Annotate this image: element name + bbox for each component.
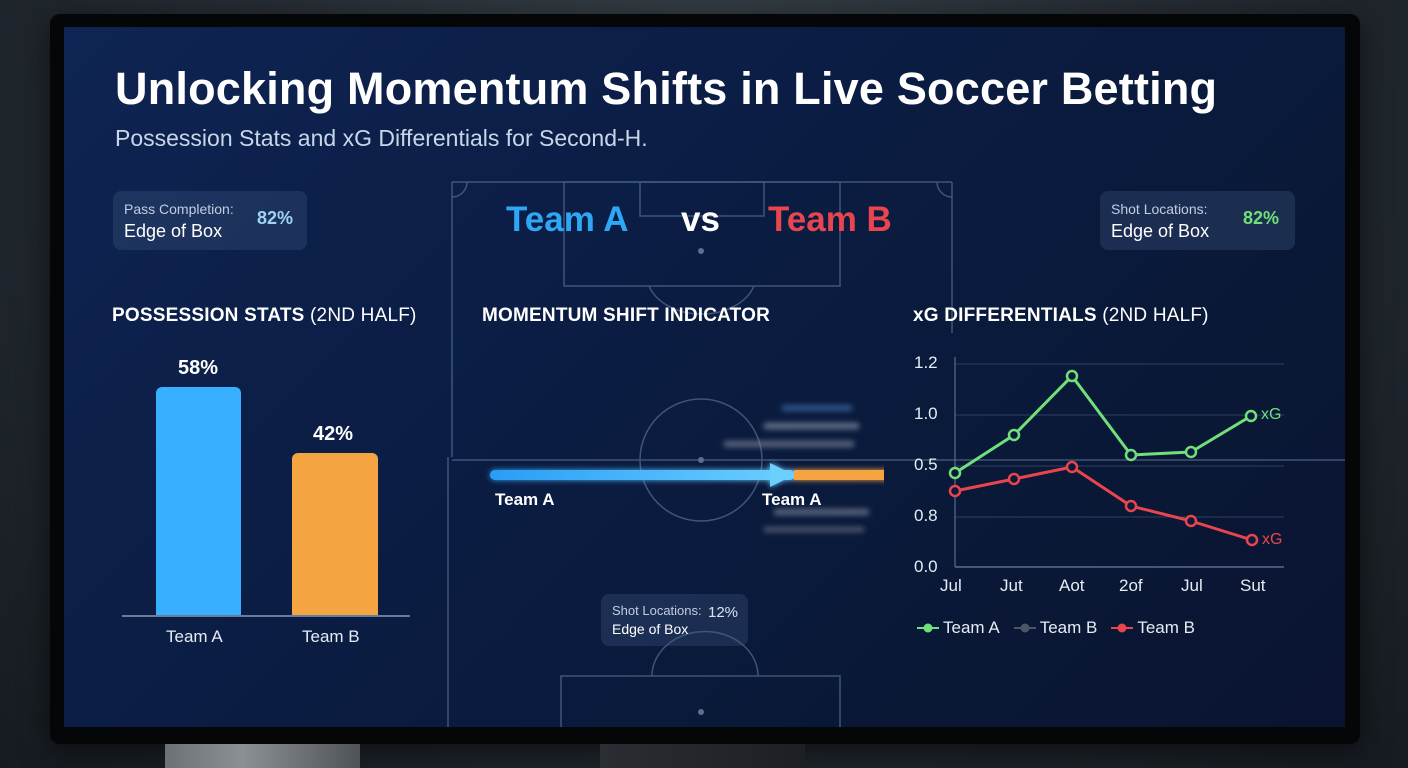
page-title: Unlocking Momentum Shifts in Live Soccer… [115, 63, 1218, 114]
legend-label-team-a: Team A [943, 618, 1000, 637]
team-a-name: Team A [506, 200, 629, 239]
xg-title-suffix: (2ND HALF) [1102, 305, 1209, 326]
possession-xlabel-team-b: Team B [302, 627, 360, 646]
shot-locations-bottom-label: Shot Locations: [612, 603, 702, 618]
legend-label-team-b-red: Team B [1137, 618, 1195, 637]
team-b-name: Team B [768, 200, 892, 239]
xg-xtick-1: Jul [940, 576, 962, 595]
xg-green-end-label: xG [1261, 406, 1282, 423]
legend-marker-red-icon [1111, 623, 1134, 633]
possession-title-main: POSSESSION STATS [112, 305, 305, 326]
shot-locations-card: Shot Locations: Edge of Box 82% [1100, 191, 1295, 250]
dashboard-screen: Unlocking Momentum Shifts in Live Soccer… [64, 27, 1345, 727]
page-subtitle: Possession Stats and xG Differentials fo… [115, 125, 648, 151]
legend-label-team-b-gray: Team B [1039, 618, 1098, 637]
team-b-bar-value: 42% [313, 423, 354, 445]
monitor-stand-base [600, 744, 805, 768]
xg-ytick-4: 0.8 [914, 506, 938, 525]
xg-xtick-3: Aot [1059, 576, 1085, 595]
pass-completion-value: Edge of Box [124, 221, 223, 241]
xg-red-end-label: xG [1262, 531, 1283, 548]
legend-marker-gray-icon [1013, 623, 1036, 633]
legend-marker-green-icon [917, 623, 939, 633]
xg-ytick-1: 1.2 [914, 353, 938, 372]
pass-completion-pct: 82% [257, 208, 294, 228]
xg-ytick-3: 0.5 [914, 455, 938, 474]
legend-item-team-a: Team A [917, 618, 1000, 638]
xg-differentials-title: xG DIFFERENTIALS (2ND HALF) [913, 305, 1209, 327]
shot-locations-bottom-card: Shot Locations: Edge of Box 12% [601, 594, 748, 646]
possession-title-suffix: (2ND HALF) [310, 305, 417, 326]
pass-completion-card: Pass Completion: Edge of Box 82% [113, 191, 307, 250]
xg-ytick-2: 1.0 [914, 404, 938, 423]
xg-title-main: xG DIFFERENTIALS [913, 305, 1097, 326]
xg-line-chart [948, 357, 1284, 568]
legend-item-team-b-red: Team B [1111, 618, 1195, 638]
soccer-pitch-lines [447, 181, 1345, 727]
shot-locations-bottom-value: Edge of Box [612, 621, 689, 637]
momentum-arrow-graphic [490, 405, 884, 532]
team-a-bar-value: 58% [178, 357, 219, 379]
possession-stats-title: POSSESSION STATS (2ND HALF) [112, 305, 417, 327]
xg-xtick-2: Jut [1000, 576, 1023, 595]
team-a-possession-bar [156, 387, 241, 616]
xg-xtick-4: 2of [1119, 576, 1143, 595]
xg-ytick-5: 0.0 [914, 557, 938, 576]
shot-locations-bottom-pct: 12% [708, 604, 739, 621]
vs-label: vs [681, 200, 720, 239]
xg-legend: Team A Team B Team B [917, 618, 1195, 638]
xg-xtick-5: Jul [1181, 576, 1203, 595]
shot-locations-pct: 82% [1243, 208, 1280, 228]
possession-baseline [122, 615, 410, 617]
team-b-possession-bar [292, 453, 378, 616]
possession-xlabel-team-a: Team A [166, 627, 223, 646]
momentum-left-label: Team A [495, 490, 555, 509]
shot-locations-label: Shot Locations: [1111, 201, 1208, 217]
momentum-right-label: Team A [762, 490, 822, 509]
legend-item-team-b-gray: Team B [1013, 618, 1098, 638]
momentum-title: MOMENTUM SHIFT INDICATOR [482, 305, 771, 326]
shot-locations-value: Edge of Box [1111, 221, 1210, 241]
pass-completion-label: Pass Completion: [124, 201, 234, 217]
xg-xtick-6: Sut [1240, 576, 1266, 595]
monitor-stand [165, 744, 360, 768]
